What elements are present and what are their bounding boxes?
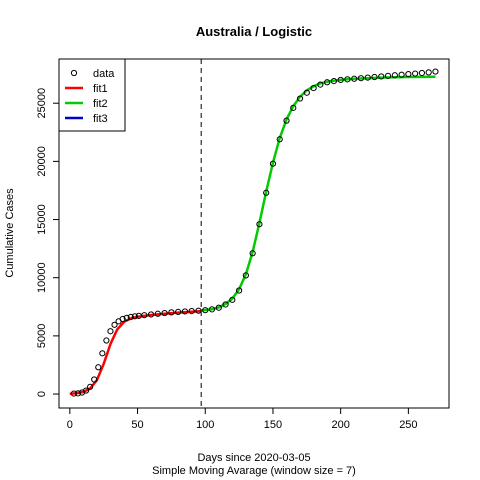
data-point (303, 89, 310, 96)
data-point (364, 74, 371, 81)
data-point (324, 79, 331, 86)
data-point (222, 301, 229, 308)
data-point (229, 296, 236, 303)
data-point (337, 76, 344, 84)
legend-label-fit1: fit1 (93, 83, 108, 95)
data-point (141, 312, 148, 319)
series-line-fit1 (69, 309, 202, 395)
data-point (412, 70, 419, 77)
data-point (405, 71, 412, 78)
data-point (425, 69, 432, 76)
data-point (371, 73, 378, 81)
data-point (242, 272, 249, 279)
legend-label-fit3: fit3 (93, 113, 108, 125)
data-point (208, 306, 216, 313)
series-line-fit2 (201, 75, 436, 312)
y-axis-label: Cumulative Cases (4, 188, 16, 278)
x-tick-label: 0 (67, 419, 73, 431)
y-tick-label: 25000 (36, 88, 48, 119)
x-tick-label: 200 (331, 419, 349, 431)
data-point (391, 72, 398, 79)
data-point (249, 250, 256, 257)
data-point (154, 310, 161, 317)
data-point (263, 189, 270, 196)
data-point (256, 221, 263, 228)
data-point (82, 387, 90, 394)
data-point (310, 84, 317, 92)
data-point (290, 104, 297, 111)
data-point (202, 307, 209, 314)
data-point (317, 81, 324, 88)
data-point (398, 71, 405, 78)
data-point (87, 383, 94, 390)
data-point (107, 328, 114, 335)
chart-title: Australia / Logistic (196, 24, 312, 39)
legend-box (58, 58, 126, 132)
data-point (384, 72, 392, 79)
y-tick-label: 0 (36, 391, 48, 397)
data-point (236, 287, 243, 294)
y-tick-label: 5000 (36, 324, 48, 348)
legend-label-data: data (93, 68, 115, 80)
x-tick-label: 150 (264, 419, 282, 431)
data-point (74, 390, 82, 397)
data-point (127, 313, 134, 321)
data-point (119, 315, 126, 323)
data-point (70, 390, 77, 397)
data-point (432, 68, 439, 75)
data-point (351, 75, 358, 82)
data-point (296, 95, 304, 102)
data-point (276, 136, 283, 143)
data-point (418, 69, 426, 77)
data-point (181, 308, 189, 315)
data-point (175, 308, 182, 316)
data-point (168, 309, 175, 316)
y-tick-label: 20000 (36, 146, 48, 177)
x-tick-label: 100 (196, 419, 214, 431)
data-point (344, 76, 351, 83)
data-point (161, 309, 168, 317)
data-point (357, 75, 365, 82)
legend-marker-data (70, 69, 78, 77)
x-tick-label: 50 (131, 419, 143, 431)
y-tick-label: 15000 (36, 204, 48, 235)
data-point (111, 321, 118, 328)
data-point (95, 364, 102, 371)
y-tick-label: 10000 (36, 262, 48, 293)
x-tick-label: 250 (399, 419, 417, 431)
data-point (330, 78, 337, 85)
plot-frame (58, 58, 450, 409)
legend-label-fit2: fit2 (93, 98, 108, 110)
data-point (188, 307, 195, 315)
data-point (269, 160, 277, 167)
data-point (283, 117, 290, 124)
data-point (195, 307, 202, 314)
data-point (99, 350, 106, 357)
data-point (131, 313, 138, 320)
data-point (378, 73, 385, 80)
x-axis-sublabel: Simple Moving Avarage (window size = 7) (152, 465, 356, 477)
data-point (103, 337, 110, 344)
x-axis-label: Days since 2020-03-05 (197, 452, 310, 464)
data-point (91, 376, 98, 383)
data-point (215, 304, 222, 311)
data-point (147, 311, 155, 318)
data-point (123, 314, 130, 321)
